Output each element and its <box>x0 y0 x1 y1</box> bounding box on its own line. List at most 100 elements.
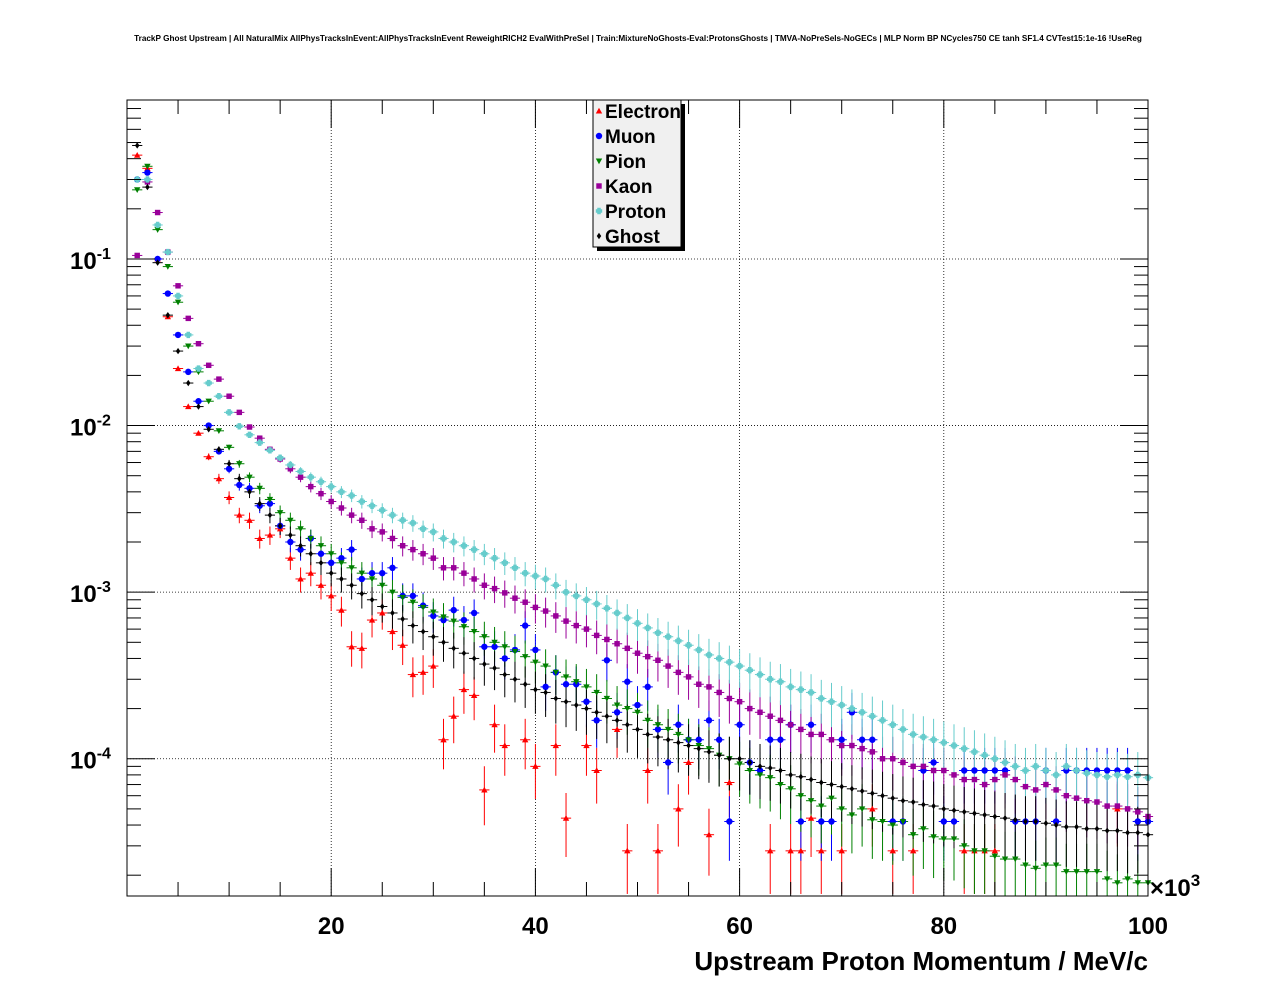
pion-point <box>981 848 988 855</box>
muon-point <box>869 736 876 743</box>
pion-point <box>481 634 488 640</box>
muon-point <box>777 736 784 743</box>
proton-point <box>328 483 335 490</box>
ghost-point <box>1013 816 1018 824</box>
ghost-point <box>676 739 681 746</box>
muon-point <box>430 612 437 620</box>
ghost-point <box>134 142 140 149</box>
kaon-point <box>318 490 324 497</box>
ghost-point <box>921 801 926 808</box>
kaon-point <box>665 663 671 669</box>
ghost-point <box>482 660 487 668</box>
kaon-point <box>216 376 222 382</box>
proton-point <box>501 559 508 567</box>
ghost-point <box>533 686 538 693</box>
proton-point <box>440 535 447 542</box>
proton-point <box>613 609 621 617</box>
proton-point <box>225 409 233 416</box>
muon-point <box>491 643 498 650</box>
pion-point <box>654 722 662 728</box>
proton-point <box>481 550 488 557</box>
pion-point <box>736 761 743 768</box>
kaon-point <box>430 555 437 561</box>
proton-point <box>961 745 968 752</box>
pion-point <box>440 614 447 621</box>
kaon-point <box>644 653 651 660</box>
pion-point <box>685 737 692 743</box>
electron-point <box>787 847 794 854</box>
electron-point <box>419 669 427 675</box>
kaon-point <box>583 626 590 632</box>
kaon-point <box>951 772 957 778</box>
pion-point <box>1124 876 1131 883</box>
pion-point <box>552 669 560 676</box>
proton-point <box>1001 759 1009 766</box>
ghost-point <box>625 721 630 728</box>
proton-point <box>920 733 927 741</box>
muon-point <box>603 657 611 664</box>
kaon-point <box>961 776 967 783</box>
kaon-point <box>1043 781 1049 788</box>
proton-point <box>174 292 182 300</box>
pion-point <box>664 726 672 733</box>
muon-point <box>389 564 396 572</box>
muon-point <box>644 683 651 691</box>
proton-point <box>654 629 662 637</box>
kaon-point <box>706 684 712 690</box>
proton-point <box>195 365 202 372</box>
proton-point <box>838 701 845 709</box>
pion-point <box>491 639 498 646</box>
kaon-point <box>185 315 191 322</box>
kaon-point <box>440 565 447 571</box>
ghost-point <box>1125 829 1130 836</box>
pion-point <box>1093 869 1101 875</box>
muon-point <box>940 818 947 825</box>
proton-point <box>940 739 947 746</box>
proton-point <box>287 461 294 469</box>
ghost-point <box>390 609 395 617</box>
muon-point <box>409 592 417 600</box>
pion-point <box>593 689 600 696</box>
electron-point <box>409 671 417 678</box>
pion-point <box>358 570 366 577</box>
proton-point <box>644 624 651 632</box>
electron-point <box>225 494 233 501</box>
pion-point <box>797 793 805 799</box>
proton-point <box>450 538 457 546</box>
electron-point <box>807 814 815 821</box>
proton-point <box>430 528 437 536</box>
pion-point <box>1134 880 1141 887</box>
muon-point <box>961 767 968 774</box>
electron-point <box>909 847 917 854</box>
ghost-point <box>451 645 456 652</box>
legend-label: Kaon <box>605 177 653 198</box>
proton-point <box>511 564 519 572</box>
muon-point <box>624 678 631 685</box>
kaon-point <box>553 613 559 619</box>
muon-point <box>460 616 468 624</box>
pion-point <box>430 609 437 616</box>
kaon-point <box>522 599 528 605</box>
electron-point <box>613 726 621 732</box>
kaon-point <box>1104 803 1110 809</box>
legend-label: Electron <box>605 102 681 123</box>
electron-point <box>644 767 651 774</box>
ghost-point <box>798 773 804 780</box>
ghost-point <box>1074 823 1079 831</box>
muon-legend-marker <box>595 132 603 140</box>
proton-point <box>205 379 212 387</box>
proton-point <box>256 439 263 446</box>
ghost-point <box>400 615 405 623</box>
ghost-point <box>237 475 242 482</box>
electron-point <box>797 847 805 854</box>
electron-point <box>593 767 600 774</box>
proton-point <box>215 393 223 400</box>
ghost-point <box>665 736 671 743</box>
pion-point <box>164 264 172 270</box>
muon-point <box>695 736 702 743</box>
kaon-point <box>614 641 620 647</box>
electron-point <box>195 429 202 436</box>
electron-point <box>583 742 590 749</box>
kaon-point <box>512 595 518 601</box>
ghost-point <box>369 596 375 603</box>
